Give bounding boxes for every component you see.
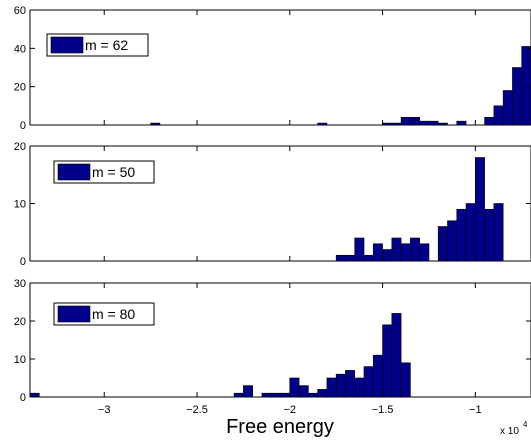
histogram-bar — [372, 354, 383, 398]
histogram-panel-2: 0 10 20 m = 50 — [14, 141, 531, 268]
y-tick-label: 30 — [14, 278, 26, 290]
histogram-bar — [447, 220, 458, 262]
y-tick-label: 20 — [14, 316, 26, 328]
histogram-bar — [502, 90, 513, 126]
y-tick-label: 0 — [20, 120, 26, 132]
histogram-bar — [456, 208, 467, 262]
histogram-bar — [493, 203, 504, 262]
x-axis-exponent: 4 — [523, 420, 528, 429]
histogram-bar — [382, 122, 393, 126]
histogram-bar — [335, 373, 346, 398]
legend-label: m = 62 — [85, 37, 128, 53]
histogram-bar — [382, 324, 393, 398]
histogram-bar — [280, 392, 291, 398]
histogram-bar — [410, 117, 420, 126]
histogram-bar — [493, 105, 504, 126]
histogram-bar — [437, 226, 448, 262]
y-tick-label: 10 — [14, 354, 26, 366]
y-tick-label: 60 — [14, 5, 26, 17]
x-axis-label: Free energy — [226, 416, 334, 438]
legend: m = 50 — [53, 160, 155, 184]
panel-frame — [29, 282, 531, 398]
legend-label: m = 50 — [92, 164, 135, 180]
legend-swatch — [57, 305, 91, 323]
histogram-bar — [335, 254, 346, 262]
y-tick-label: 20 — [14, 141, 26, 153]
histogram-bar — [372, 243, 383, 262]
legend: m = 80 — [53, 302, 155, 326]
histogram-bar — [308, 392, 318, 398]
histogram-panel-1: 0 20 40 60 m = 62 — [14, 5, 531, 132]
x-tick-label: −1.5 — [372, 404, 394, 416]
histogram-bar — [243, 385, 253, 398]
histogram-bar — [354, 377, 365, 398]
histogram-bar — [484, 117, 495, 126]
histogram-bar — [437, 122, 448, 126]
histogram-bar — [400, 243, 411, 262]
histogram-bar — [391, 313, 402, 398]
histogram-bar — [29, 392, 40, 398]
histogram-bar — [419, 243, 430, 262]
x-tick-label: −2.5 — [186, 404, 208, 416]
panel-frame — [29, 9, 531, 126]
histogram-bar — [484, 208, 495, 262]
histogram-bar — [475, 157, 485, 262]
x-axis-multiplier: x 10 — [500, 426, 519, 437]
histogram-bar — [150, 122, 161, 126]
histogram-bar — [270, 392, 281, 398]
histogram-panel-3: 0 10 20 30 m = 80 — [14, 278, 531, 404]
histogram-bar — [326, 377, 337, 398]
histogram-bar — [400, 117, 411, 126]
legend-swatch — [50, 36, 84, 54]
histogram-bar — [428, 120, 439, 126]
y-tick-label: 20 — [14, 82, 26, 94]
histogram-bar — [410, 237, 420, 262]
histogram-bar — [317, 122, 328, 126]
y-tick-label: 0 — [20, 392, 26, 404]
histogram-bar — [363, 366, 374, 398]
y-tick-label: 40 — [14, 43, 26, 55]
x-tick-label: −2 — [284, 404, 297, 416]
y-tick-label: 10 — [14, 199, 26, 211]
histogram-bar — [419, 120, 430, 126]
histogram-bar — [382, 249, 393, 262]
x-tick-label: −3 — [98, 404, 111, 416]
histogram-bar — [261, 392, 272, 398]
histogram-bar — [345, 370, 356, 398]
histogram-bar — [289, 377, 300, 398]
histogram-bar — [391, 237, 402, 262]
histogram-bar — [345, 254, 356, 262]
histogram-bar — [391, 122, 402, 126]
y-tick-label: 0 — [20, 256, 26, 268]
histogram-bar — [298, 385, 309, 398]
legend: m = 62 — [46, 33, 149, 57]
x-tick-label: −1 — [469, 404, 482, 416]
histogram-bar — [354, 237, 365, 262]
histogram-bar — [512, 67, 523, 126]
histogram-bar — [233, 392, 244, 398]
histogram-bar — [465, 203, 476, 262]
histogram-bar — [317, 389, 328, 398]
legend-label: m = 80 — [92, 306, 135, 322]
histogram-bar — [521, 46, 531, 126]
histogram-bar — [363, 254, 374, 262]
histogram-bar — [456, 120, 467, 126]
histogram-bar — [400, 362, 411, 398]
legend-swatch — [57, 163, 91, 181]
